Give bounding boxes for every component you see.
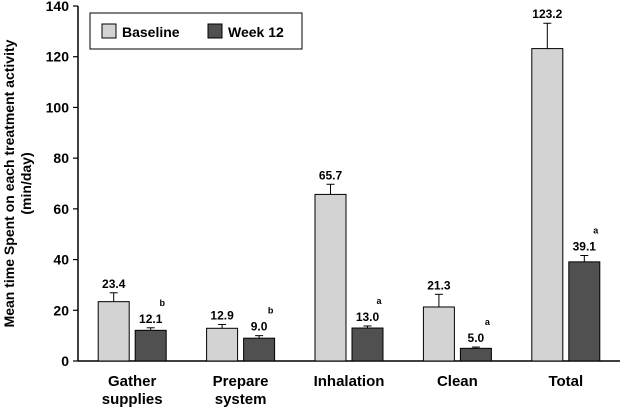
- significance-marker: a: [485, 317, 491, 327]
- x-category-label: system: [215, 391, 267, 408]
- bar: [97, 301, 130, 362]
- legend: Baseline Week 12: [89, 12, 303, 50]
- x-category-label: Prepare: [213, 373, 269, 390]
- x-category-label: Gather: [108, 373, 157, 390]
- y-tick-label: 120: [46, 49, 70, 65]
- data-label: 13.0: [356, 310, 380, 324]
- data-label: 21.3: [427, 278, 451, 292]
- y-tick-label: 60: [53, 201, 69, 217]
- data-label: 123.2: [532, 7, 562, 21]
- bar: [243, 337, 276, 362]
- data-label: 65.7: [319, 168, 343, 182]
- bar: [351, 327, 384, 362]
- y-tick-label: 100: [46, 99, 70, 115]
- y-tick-label: 20: [53, 302, 69, 318]
- legend-swatch: [101, 23, 117, 39]
- data-label: 9.0: [251, 320, 268, 334]
- significance-marker: a: [376, 296, 382, 306]
- legend-swatch: [207, 23, 223, 39]
- significance-marker: b: [159, 298, 165, 308]
- data-label: 12.1: [139, 312, 163, 326]
- bar: [459, 347, 492, 362]
- data-label: 5.0: [468, 331, 485, 345]
- legend-label: Week 12: [228, 24, 284, 40]
- y-tick-label: 40: [53, 252, 69, 268]
- bar: [531, 48, 564, 362]
- axes: [77, 6, 620, 362]
- legend-box: [89, 12, 303, 50]
- bar: [134, 329, 167, 362]
- significance-marker: b: [268, 306, 274, 316]
- significance-marker: a: [593, 226, 599, 236]
- data-label: 23.4: [102, 277, 126, 291]
- y-axis-label-line: Mean time Spent on each treatment activi…: [1, 39, 17, 327]
- bars: 23.412.1b12.99.0b65.713.0a21.35.0a123.23…: [97, 7, 601, 362]
- bar: [314, 193, 347, 362]
- data-label: 39.1: [573, 240, 597, 254]
- legend-label: Baseline: [122, 24, 180, 40]
- x-category-label: Inhalation: [314, 373, 385, 390]
- y-tick-label: 140: [46, 0, 70, 14]
- x-category-label: supplies: [102, 391, 163, 408]
- bar: [206, 327, 239, 362]
- y-tick-label: 0: [61, 353, 69, 369]
- y-axis-label: Mean time Spent on each treatment activi…: [1, 39, 34, 327]
- y-axis-ticks: 0 20 40 60 80 100 120 140: [46, 0, 78, 369]
- y-tick-label: 80: [53, 150, 69, 166]
- bar: [568, 261, 601, 362]
- x-category-label: Clean: [437, 373, 478, 390]
- x-category-label: Total: [548, 373, 583, 390]
- bar: [422, 306, 455, 362]
- y-axis-label-line: (min/day): [18, 152, 34, 214]
- data-label: 12.9: [210, 308, 234, 322]
